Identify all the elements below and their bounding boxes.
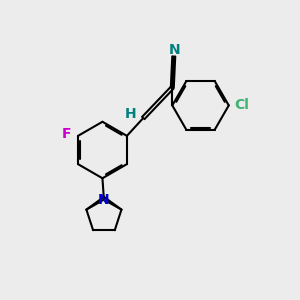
Text: Cl: Cl [234, 98, 249, 112]
Text: N: N [98, 193, 110, 207]
Text: N: N [169, 43, 181, 57]
Text: H: H [125, 107, 136, 122]
Text: F: F [62, 128, 71, 141]
